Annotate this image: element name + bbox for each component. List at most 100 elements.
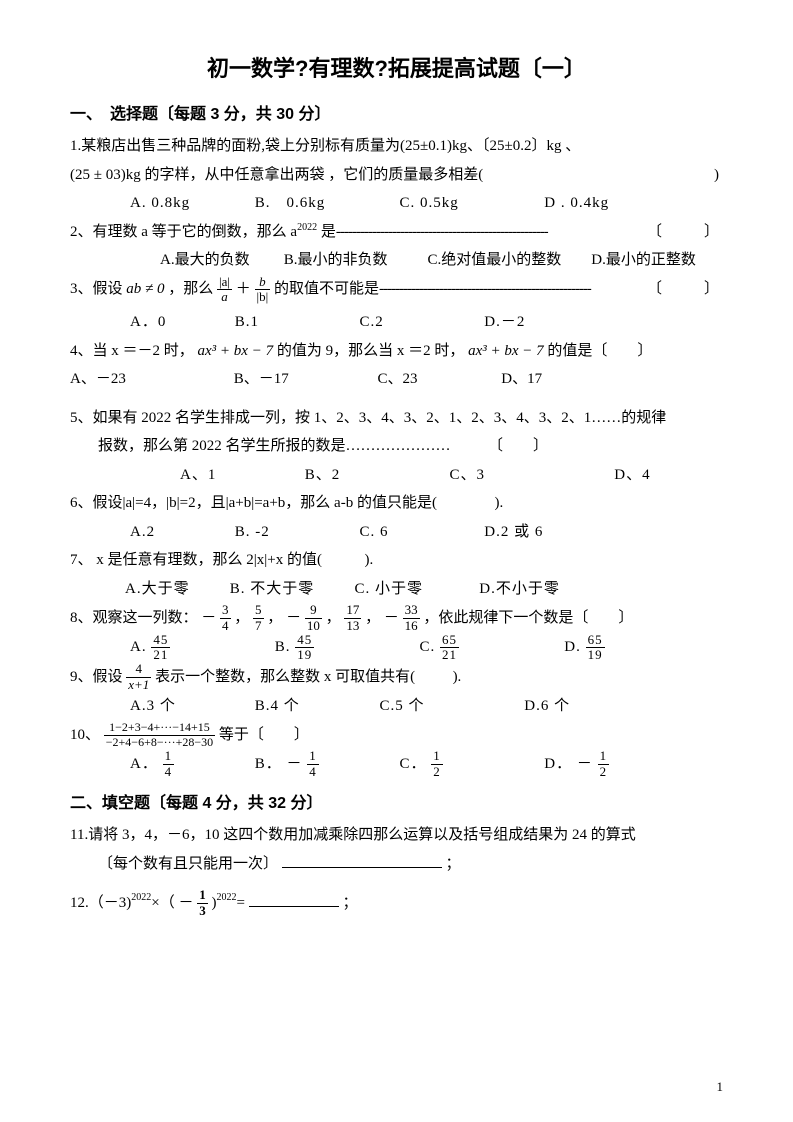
q7-optC: C. 小于零 (355, 575, 475, 604)
question-7: 7、 x 是任意有理数，那么 2|x|+x 的值( ). A.大于零 B. 不大… (70, 546, 723, 603)
q10-optB: B． － 14 (255, 749, 395, 779)
q8-options: A. 4521 B. 4519 C. 6521 D. 6519 (70, 633, 723, 663)
q8-c3: ， (326, 604, 341, 633)
q3-text-b: ，那么 (168, 275, 213, 304)
q9-optB: B.4 个 (255, 692, 375, 721)
q8-Bd: 19 (295, 648, 314, 662)
page-number: 1 (717, 1075, 724, 1100)
q3-optA: A．0 (130, 308, 230, 337)
q7-optB: B. 不大于零 (230, 575, 350, 604)
q10-Dl: D． (544, 750, 572, 779)
q12-sup1: 2022 (131, 888, 151, 907)
q10-fB: 14 (307, 749, 319, 779)
q1-optD: D . 0.4kg (544, 189, 609, 218)
q9-fd: x+1 (126, 678, 151, 692)
q8-optD: D. 6519 (564, 633, 604, 663)
q3-frac2: b |b| (255, 275, 271, 305)
q12-frac: 13 (197, 888, 208, 918)
q10-Bneg: － (287, 750, 303, 779)
q10-Cn: 1 (431, 749, 443, 764)
q10-Cl: C． (400, 750, 427, 779)
q3-text-a: 3、假设 (70, 275, 123, 304)
q7-optA: A.大于零 (125, 575, 225, 604)
q10-Ad: 4 (163, 765, 175, 779)
q8-f1d: 4 (220, 619, 231, 633)
q8-neg5: － (384, 604, 399, 633)
q5-l2: 报数，那么第 2022 名学生所报的数是………………… 〔 〕 (70, 432, 723, 461)
q9-optA: A.3 个 (130, 692, 250, 721)
q8-Bn: 45 (295, 633, 314, 648)
q10-text-b: 等于〔 〕 (219, 721, 309, 750)
q8-fA: 4521 (151, 633, 170, 663)
q4-optB: B、－17 (234, 365, 374, 394)
q2-sup: 2022 (297, 222, 317, 233)
q8-Ad: 21 (151, 648, 170, 662)
q10-Cd: 2 (431, 765, 443, 779)
q2-optD: D.最小的正整数 (591, 246, 696, 275)
q2-dash (336, 224, 548, 240)
q3-frac1: |a| a (217, 275, 232, 305)
q3-dash (379, 281, 591, 297)
q8-Dn: 65 (586, 633, 605, 648)
q7-options: A.大于零 B. 不大于零 C. 小于零 D.不小于零 (70, 575, 723, 604)
question-5: 5、如果有 2022 名学生排成一列，按 1、2、3、4、3、2、1、2、3、4… (70, 404, 723, 490)
q8-f3: 910 (305, 603, 322, 633)
q4-text-c: 的值是〔 〕 (547, 343, 652, 359)
q8-f2d: 7 (253, 619, 264, 633)
q8-f4d: 13 (344, 619, 361, 633)
q6-optA: A.2 (130, 518, 230, 547)
q12-end: ； (342, 889, 357, 918)
q8-fC: 6521 (440, 633, 459, 663)
q10-Dn: 1 (598, 749, 610, 764)
q9-text-a: 9、假设 (70, 663, 123, 692)
q8-neg1: － (201, 604, 216, 633)
q6-optD: D.2 或 6 (484, 518, 543, 547)
question-12: 12.（－3)2022×（ － 13 )2022= ； (70, 888, 723, 918)
q8-Al: A. (130, 633, 147, 662)
q4-text-b: 的值为 9，那么当 x ＝2 时， (277, 343, 465, 359)
q10-Dd: 2 (598, 765, 610, 779)
q1-text2: (25 ± 03)kg 的字样，从中任意拿出两袋 ，它们的质量最多相差( (70, 167, 483, 183)
q10-text-a: 10、 (70, 721, 100, 750)
q10-optC: C． 12 (400, 749, 540, 779)
q7-optD: D.不小于零 (479, 575, 560, 604)
q8-neg3: － (286, 604, 301, 633)
q4-expr2: ax³ + bx − 7 (468, 343, 544, 359)
q10-options: A． 14 B． － 14 C． 12 D． － 12 (70, 749, 723, 779)
q3-f1d: a (217, 290, 232, 304)
q3-text-c: 的取值不可能是 (274, 275, 379, 304)
q8-f3d: 10 (305, 619, 322, 633)
q1-line1: 1.某粮店出售三种品牌的面粉,袋上分别标有质量为(25±0.1)kg、〔25±0… (70, 132, 723, 161)
q9-options: A.3 个 B.4 个 C.5 个 D.6 个 (70, 692, 723, 721)
q3-f2d: |b| (255, 290, 271, 304)
q8-c1: ， (234, 604, 249, 633)
q6-text: 6、假设|a|=4，|b|=2，且|a+b|=a+b，那么 a-b 的值只能是( (70, 495, 437, 511)
q5-optD: D、4 (614, 461, 650, 490)
q10-fC: 12 (431, 749, 443, 779)
q12-fn: 1 (197, 888, 208, 903)
q3-paren: 〔 〕 (647, 275, 723, 304)
q9-fn: 4 (126, 662, 151, 677)
q10-num: 1−2+3−4+···−14+15 (104, 721, 215, 735)
q9-text-b: 表示一个整数，那么整数 x 可取值共有( (155, 663, 415, 692)
q8-f2: 57 (253, 603, 264, 633)
q8-text-a: 8、观察这一列数： (70, 604, 198, 633)
q2-text-b: 是 (317, 224, 336, 240)
q2-optC: C.绝对值最小的整数 (428, 246, 588, 275)
q10-Al: A． (130, 750, 158, 779)
section1-header: 一、 选择题〔每题 3 分，共 30 分〕 (70, 100, 723, 130)
q8-f5: 3316 (403, 603, 420, 633)
q8-optA: A. 4521 (130, 633, 270, 663)
q8-f5n: 33 (403, 603, 420, 618)
q10-optD: D． － 12 (544, 749, 609, 779)
q5-optC: C、3 (450, 461, 610, 490)
q10-Bn: 1 (307, 749, 319, 764)
q3-optB: B.1 (235, 308, 355, 337)
question-9: 9、假设 4x+1 表示一个整数，那么整数 x 可取值共有( ). A.3 个 … (70, 662, 723, 720)
q8-f1: 34 (220, 603, 231, 633)
q3-optC: C.2 (360, 308, 480, 337)
q9-optD: D.6 个 (524, 692, 570, 721)
q1-optA: A. 0.8kg (130, 189, 250, 218)
q7-text: 7、 x 是任意有理数，那么 2|x|+x 的值( (70, 552, 322, 568)
q12-a: 12.（－3) (70, 889, 131, 918)
